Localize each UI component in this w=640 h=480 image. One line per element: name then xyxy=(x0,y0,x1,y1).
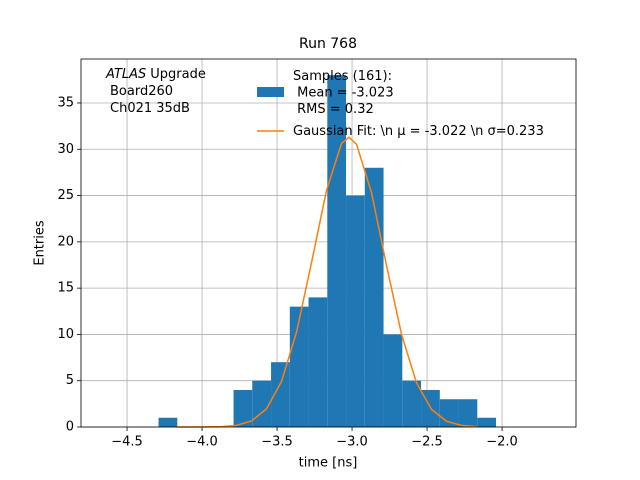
legend-label: Samples (161): Mean = -3.023 RMS = 0.32 xyxy=(293,69,394,117)
histogram-bar xyxy=(439,399,459,427)
x-tick-label: −2.0 xyxy=(486,435,518,450)
axes-frame xyxy=(80,58,577,428)
histogram-bar xyxy=(308,297,328,427)
y-tick-label: 10 xyxy=(57,327,74,342)
x-tick-label: −3.5 xyxy=(261,435,293,450)
y-tick-label: 15 xyxy=(57,281,74,296)
histogram-bar xyxy=(158,417,178,427)
y-tick-label: 35 xyxy=(57,95,74,110)
histogram-bar xyxy=(383,334,403,427)
y-tick-label: 20 xyxy=(57,234,74,249)
x-tick-label: −4.5 xyxy=(111,435,143,450)
legend-label: Gaussian Fit: \n μ = -3.022 \n σ=0.233 xyxy=(293,124,544,139)
y-tick-label: 25 xyxy=(57,188,74,203)
chart-title: Run 768 xyxy=(299,36,357,52)
histogram-bar xyxy=(477,417,497,427)
fit-line xyxy=(176,136,477,428)
annotation-line: Board260 xyxy=(110,84,173,99)
annotation-line: Upgrade xyxy=(150,67,206,82)
y-tick-label: 30 xyxy=(57,142,74,157)
histogram-bar xyxy=(252,380,272,427)
histogram-bar xyxy=(364,167,384,427)
annotation-italic: ATLAS xyxy=(105,67,146,82)
y-tick-label: 5 xyxy=(66,373,74,388)
x-axis-label: time [ns] xyxy=(299,456,358,471)
histogram-bar xyxy=(233,389,253,427)
legend-swatch xyxy=(257,87,284,97)
annotation: ATLAS Upgrade Board260 Ch021 35dB xyxy=(105,67,206,116)
y-axis-label: Entries xyxy=(33,220,48,266)
histogram-bar xyxy=(289,306,309,427)
x-tick-label: −2.5 xyxy=(411,435,443,450)
histogram-bar xyxy=(458,399,478,427)
x-tick-label: −3.0 xyxy=(336,435,368,450)
x-tick-label: −4.0 xyxy=(186,435,218,450)
histogram-bar xyxy=(271,362,290,427)
histogram-bar xyxy=(327,75,347,427)
annotation-line: Ch021 35dB xyxy=(110,101,190,116)
histogram-bar xyxy=(346,195,365,427)
y-tick-label: 0 xyxy=(66,420,74,435)
histogram-bar xyxy=(402,380,422,427)
